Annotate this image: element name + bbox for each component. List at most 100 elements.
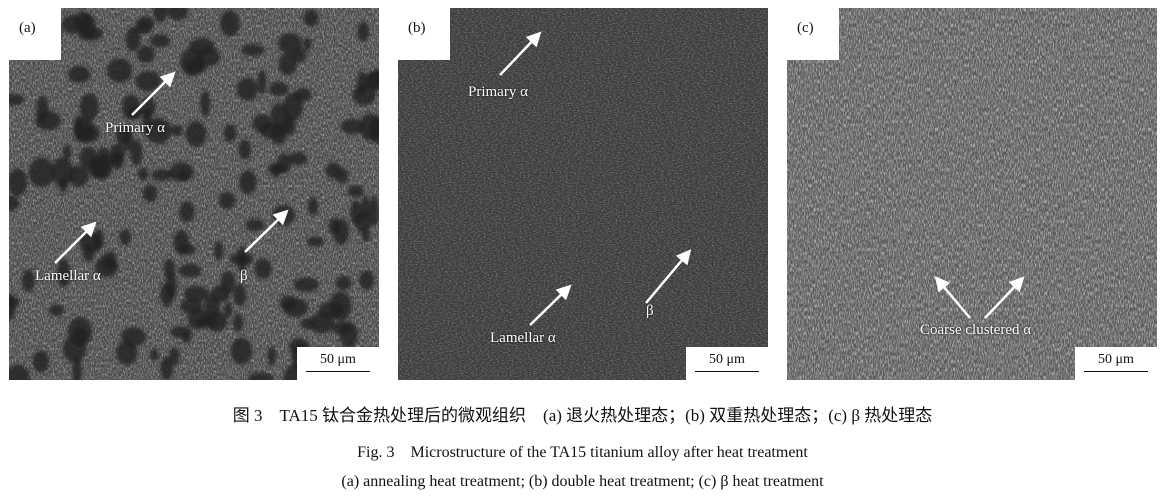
primary-alpha-grain (303, 9, 319, 27)
primary-alpha-grain (150, 34, 171, 48)
primary-alpha-grain (136, 16, 155, 30)
primary-alpha-grain (151, 169, 174, 181)
primary-alpha-grain (67, 65, 91, 84)
scale-bar: 50 μm (686, 347, 768, 380)
primary-alpha-grain (220, 10, 240, 37)
primary-alpha-grain (340, 118, 365, 135)
primary-alpha-grain (361, 229, 371, 242)
micrograph-panel-a: (a) Primary α Lamellar α β 50 μm (9, 8, 379, 380)
primary-alpha-grain (236, 77, 259, 101)
primary-alpha-grain (300, 318, 316, 330)
primary-alpha-grain (206, 310, 228, 332)
primary-alpha-grain (335, 275, 352, 291)
primary-alpha-grain (142, 107, 152, 137)
primary-alpha-grain (270, 103, 288, 127)
primary-alpha-grain (293, 277, 319, 292)
annotation-coarse-clustered-alpha: Coarse clustered α (920, 322, 1032, 338)
primary-alpha-grain (79, 146, 98, 169)
micrograph-image-a (9, 8, 379, 380)
primary-alpha-grain (329, 291, 352, 321)
primary-alpha-grain (302, 37, 312, 51)
primary-alpha-grain (137, 45, 155, 64)
primary-alpha-grain (309, 312, 335, 334)
primary-alpha-grain (357, 21, 369, 42)
primary-alpha-grain (103, 153, 125, 165)
arrow-lamellar-alpha (529, 284, 572, 326)
primary-alpha-grain (73, 117, 94, 143)
primary-alpha-grain (57, 258, 71, 288)
primary-alpha-grain (279, 295, 298, 311)
micrograph-panel-c: (c) Coarse clustered α 50 μm (787, 8, 1157, 380)
caption-chinese: 图 3 TA15 钛合金热处理后的微观组织 (a) 退火热处理态；(b) 双重热… (232, 406, 933, 425)
primary-alpha-grain (68, 165, 89, 188)
arrow-coarse-alpha-right (984, 276, 1025, 319)
primary-alpha-grain (254, 258, 272, 279)
primary-alpha-grain (267, 346, 276, 366)
primary-alpha-grain (259, 122, 285, 140)
primary-alpha-grain (9, 195, 20, 211)
primary-alpha-grain (283, 115, 296, 136)
primary-alpha-grain (119, 229, 132, 246)
primary-alpha-grain (171, 124, 183, 137)
primary-alpha-grain (49, 304, 65, 316)
primary-alpha-grain (239, 170, 257, 195)
primary-alpha-grain (350, 200, 362, 225)
primary-alpha-grain (245, 218, 265, 232)
primary-alpha-grain (51, 157, 74, 187)
primary-alpha-grain (238, 139, 252, 160)
micrograph-image-b (398, 8, 768, 380)
primary-alpha-grain (278, 33, 302, 55)
primary-alpha-grain (278, 53, 297, 76)
primary-alpha-grain (79, 93, 99, 122)
primary-alpha-grain (61, 14, 82, 34)
primary-alpha-grain (150, 348, 159, 361)
primary-alpha-grain (72, 357, 82, 380)
primary-alpha-grain (115, 341, 138, 365)
primary-alpha-grain (359, 270, 375, 290)
primary-alpha-grain (130, 139, 143, 166)
primary-alpha-grain (224, 301, 233, 318)
primary-alpha-grain (106, 58, 133, 83)
primary-alpha-grain (325, 162, 342, 179)
primary-alpha-grain (135, 70, 161, 92)
primary-alpha-grain (232, 313, 244, 332)
primary-alpha-grain (178, 264, 202, 278)
primary-alpha-grain (145, 118, 172, 144)
primary-alpha-grain (22, 269, 35, 292)
primary-alpha-grain (9, 293, 16, 321)
caption-english-subtitle: (a) annealing heat treatment; (b) double… (341, 473, 824, 490)
annotation-primary-alpha: Primary α (468, 84, 528, 100)
primary-alpha-grain (137, 167, 149, 181)
primary-alpha-grain (167, 8, 189, 21)
annotation-beta: β (240, 268, 248, 284)
primary-alpha-grain (247, 372, 274, 380)
primary-alpha-grain (200, 90, 211, 117)
primary-alpha-grain (187, 308, 209, 330)
primary-alpha-grain (269, 81, 289, 96)
primary-alpha-grain (236, 245, 248, 272)
primary-alpha-grain (160, 356, 174, 380)
primary-alpha-grain (267, 163, 287, 175)
primary-alpha-grain (218, 191, 236, 210)
primary-alpha-grain (368, 116, 379, 144)
primary-alpha-grain (307, 197, 319, 216)
micrograph-image-c (787, 8, 1157, 380)
primary-alpha-grain (306, 236, 325, 247)
primary-alpha-grain (183, 285, 210, 302)
annotation-lamellar-alpha: Lamellar α (35, 268, 101, 284)
primary-alpha-grain (333, 218, 350, 245)
primary-alpha-grain (77, 26, 104, 41)
panel-label: (a) (9, 8, 61, 60)
scale-bar: 50 μm (297, 347, 379, 380)
primary-alpha-grain (32, 350, 50, 373)
primary-alpha-grain (142, 184, 158, 203)
primary-alpha-grain (9, 364, 30, 380)
primary-alpha-grain (357, 70, 367, 96)
arrow-lamellar-alpha (54, 221, 97, 264)
primary-alpha-grain (102, 250, 117, 271)
primary-alpha-grain (214, 240, 224, 261)
primary-alpha-grain (180, 47, 204, 77)
arrow-primary-alpha (131, 71, 176, 116)
primary-alpha-grain (9, 168, 28, 197)
primary-alpha-grain (153, 8, 168, 23)
